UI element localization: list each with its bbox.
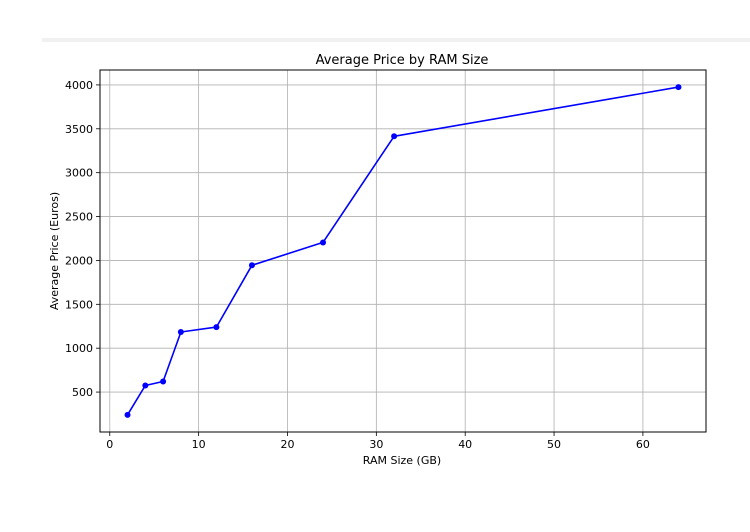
y-tick-label: 1000 (65, 342, 93, 355)
y-tick-label: 4000 (65, 79, 93, 92)
y-axis-label: Average Price (Euros) (48, 192, 61, 310)
series-layer (124, 84, 682, 418)
data-point-marker (142, 382, 149, 389)
y-tick-label: 2000 (65, 254, 93, 267)
x-tick-label: 30 (369, 438, 383, 451)
y-tick-label: 500 (72, 386, 93, 399)
x-axis-label: RAM Size (GB) (363, 454, 441, 467)
x-tick-label: 60 (636, 438, 650, 451)
x-tick-label: 10 (192, 438, 206, 451)
data-point-marker (320, 239, 327, 246)
top-divider-strip (42, 38, 750, 42)
x-tick-label: 50 (547, 438, 561, 451)
series-line (126, 86, 679, 416)
x-tick-label: 40 (458, 438, 472, 451)
y-tick-label: 1500 (65, 298, 93, 311)
x-tick-label: 0 (106, 438, 113, 451)
y-tick-label: 2500 (65, 211, 93, 224)
data-point-marker (391, 133, 398, 140)
data-point-marker (248, 262, 255, 269)
chart-title: Average Price by RAM Size (316, 53, 489, 68)
grid-lines (100, 70, 706, 432)
data-point-marker (213, 324, 220, 331)
data-point-marker (124, 411, 131, 418)
data-point-marker (160, 378, 167, 385)
y-tick-label: 3000 (65, 167, 93, 180)
y-tick-label: 3500 (65, 123, 93, 136)
plot-area-frame (99, 69, 707, 433)
data-point-marker (177, 328, 184, 335)
axis-ticks: 0 10 20 30 40 50 60 500 1000 1500 2000 2500 3000 3500… (65, 79, 650, 451)
x-tick-label: 20 (280, 438, 294, 451)
data-point-marker (675, 84, 682, 91)
